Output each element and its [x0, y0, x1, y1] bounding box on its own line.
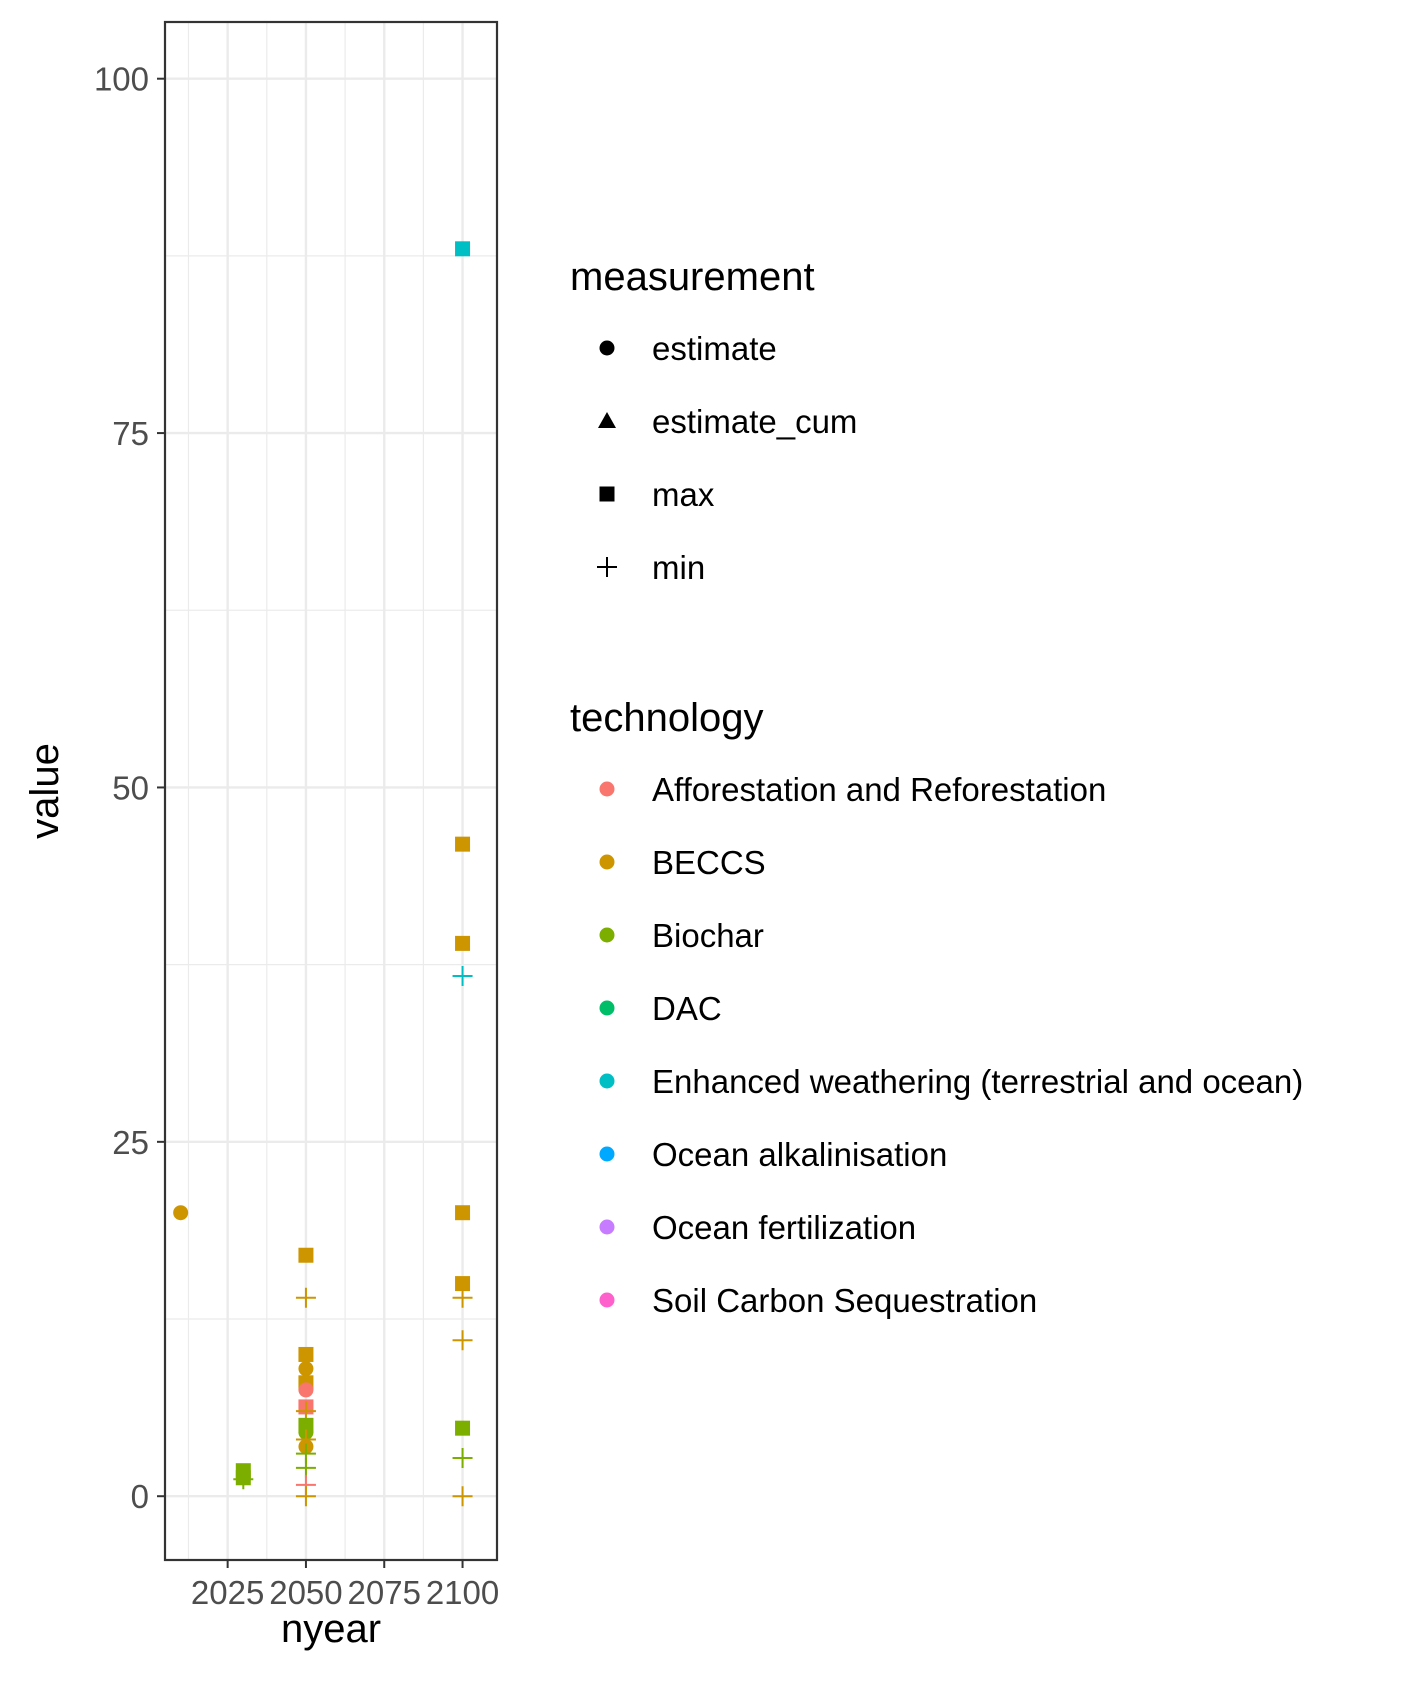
legend-key-circle	[599, 1000, 615, 1016]
y-tick-label: 25	[112, 1124, 149, 1161]
data-point	[455, 1276, 471, 1292]
legend-label: estimate_cum	[652, 403, 857, 440]
data-point	[233, 1469, 254, 1490]
legend-key-plus	[597, 557, 617, 577]
data-point	[455, 1420, 471, 1436]
y-tick-label: 50	[112, 769, 149, 806]
legend-key-circle	[599, 1146, 615, 1162]
legend-label: DAC	[652, 990, 722, 1027]
legend-label: max	[652, 476, 715, 513]
measurement-legend-title: measurement	[570, 255, 815, 299]
legend-key-circle	[599, 1219, 615, 1235]
plot-panel	[165, 22, 497, 1560]
data-point	[295, 1287, 316, 1308]
x-tick-label: 2100	[426, 1574, 499, 1611]
data-point	[298, 1346, 314, 1362]
legend-key-triangle	[598, 412, 616, 428]
technology-legend: technology Afforestation and Reforestati…	[570, 696, 1303, 1319]
y-tick-label: 75	[112, 415, 149, 452]
x-axis: 2025 2050 2075 2100	[191, 1560, 499, 1611]
data-point	[455, 1205, 471, 1221]
plot-panel-border	[163, 20, 499, 1562]
legend-label: Enhanced weathering (terrestrial and oce…	[652, 1063, 1303, 1100]
legend-key-circle	[599, 781, 615, 797]
data-point	[455, 836, 471, 852]
legend-key-circle	[599, 340, 615, 356]
x-axis-title: nyear	[281, 1607, 381, 1651]
data-point	[298, 1247, 314, 1263]
data-point	[298, 1361, 314, 1377]
legend-label: Soil Carbon Sequestration	[652, 1282, 1037, 1319]
legend-key-circle	[599, 1073, 615, 1089]
x-tick-label: 2025	[191, 1574, 264, 1611]
legend-key-circle	[599, 1292, 615, 1308]
legend-key-circle	[599, 854, 615, 870]
x-tick-label: 2050	[269, 1574, 342, 1611]
legend-label: Afforestation and Reforestation	[652, 771, 1106, 808]
grid-minor-lines	[165, 22, 497, 1560]
data-point	[452, 965, 473, 986]
data-point	[298, 1382, 314, 1398]
data-point	[452, 1486, 473, 1507]
legend-label: BECCS	[652, 844, 766, 881]
legend-label: Ocean alkalinisation	[652, 1136, 947, 1173]
data-point	[452, 1447, 473, 1468]
y-axis: 0 25 50 75 100	[94, 61, 165, 1515]
data-point	[452, 1287, 473, 1308]
y-tick-label: 0	[131, 1478, 149, 1515]
y-tick-label: 100	[94, 61, 149, 98]
legend-label: min	[652, 549, 705, 586]
data-point	[295, 1401, 316, 1422]
data-point	[452, 1330, 473, 1351]
legend-label: Ocean fertilization	[652, 1209, 916, 1246]
data-point	[295, 1457, 316, 1478]
data-point	[295, 1486, 316, 1507]
data-point	[455, 241, 471, 257]
legend-label: estimate	[652, 330, 777, 367]
legend-key-circle	[599, 927, 615, 943]
x-tick-label: 2075	[348, 1574, 421, 1611]
y-axis-title: value	[23, 743, 67, 839]
legend-key-square	[599, 486, 615, 502]
data-point	[173, 1205, 189, 1221]
legend-label: Biochar	[652, 917, 764, 954]
data-point	[455, 935, 471, 951]
technology-legend-title: technology	[570, 696, 763, 740]
data-points	[173, 241, 473, 1507]
